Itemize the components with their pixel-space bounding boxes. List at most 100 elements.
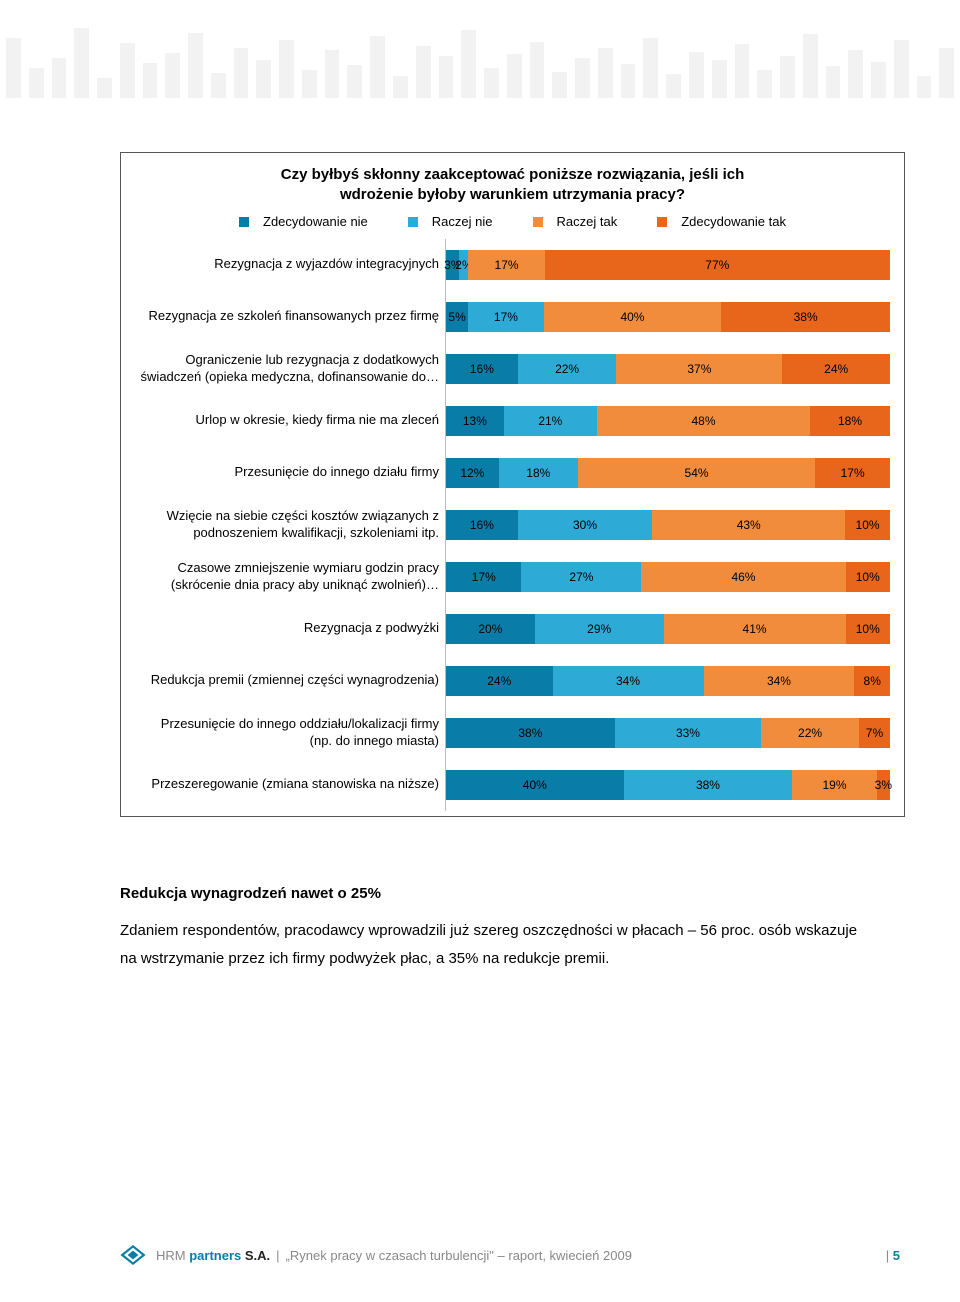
bar-segment: 22% — [518, 354, 617, 384]
stacked-bar: 12%18%54%17% — [446, 458, 890, 488]
chart-row: Przesunięcie do innego działu firmy12%18… — [135, 447, 890, 499]
row-label: Przesunięcie do innego działu firmy — [135, 464, 445, 480]
brand-sa: S.A. — [241, 1248, 270, 1263]
bar-segment: 40% — [446, 770, 624, 800]
bar-segment: 24% — [446, 666, 553, 696]
bar-segment: 46% — [641, 562, 845, 592]
bar-segment: 17% — [815, 458, 890, 488]
bar-area: 40%38%19%3% — [445, 759, 890, 811]
legend-item: Raczej nie — [398, 214, 503, 229]
bar-segment: 48% — [597, 406, 810, 436]
chart-row: Redukcja premii (zmiennej części wynagro… — [135, 655, 890, 707]
bar-segment: 22% — [761, 718, 859, 748]
chart-row: Rezygnacja z wyjazdów integracyjnych3%2%… — [135, 239, 890, 291]
stacked-bar: 17%27%46%10% — [446, 562, 890, 592]
footer-doc-title: „Rynek pracy w czasach turbulencji" – ra… — [286, 1248, 632, 1263]
bar-segment: 20% — [446, 614, 535, 644]
stacked-bar: 20%29%41%10% — [446, 614, 890, 644]
bar-segment: 34% — [704, 666, 855, 696]
stacked-bar: 5%17%40%38% — [446, 302, 890, 332]
bar-segment: 41% — [664, 614, 846, 644]
stacked-bar: 38%33%22%7% — [446, 718, 890, 748]
row-label: Przesunięcie do innego oddziału/lokaliza… — [135, 716, 445, 749]
brand-hrm: HRM — [156, 1248, 189, 1263]
stacked-bar: 3%2%17%77% — [446, 250, 890, 280]
bar-area: 13%21%48%18% — [445, 395, 890, 447]
section-heading: Redukcja wynagrodzeń nawet o 25% — [120, 880, 860, 909]
bar-segment: 40% — [544, 302, 722, 332]
chart-plot: Rezygnacja z wyjazdów integracyjnych3%2%… — [135, 239, 890, 811]
chart-row: Rezygnacja z podwyżki20%29%41%10% — [135, 603, 890, 655]
bar-segment: 10% — [845, 510, 890, 540]
bar-segment: 3% — [877, 770, 890, 800]
bar-area: 3%2%17%77% — [445, 239, 890, 291]
bar-segment: 12% — [446, 458, 499, 488]
bar-segment: 38% — [721, 302, 890, 332]
bar-segment: 29% — [535, 614, 664, 644]
page-footer: HRM partners S.A. | „Rynek pracy w czasa… — [120, 1244, 900, 1266]
bar-segment: 38% — [624, 770, 793, 800]
bar-segment: 16% — [446, 354, 518, 384]
bar-segment: 7% — [859, 718, 890, 748]
footer-brand: HRM partners S.A. — [156, 1248, 270, 1263]
bar-segment: 2% — [459, 250, 468, 280]
legend-swatch — [657, 217, 667, 227]
footer-page: | 5 — [886, 1248, 900, 1263]
bar-segment: 30% — [518, 510, 653, 540]
section-paragraph: Zdaniem respondentów, pracodawcy wprowad… — [120, 917, 860, 974]
bar-area: 5%17%40%38% — [445, 291, 890, 343]
chart-row: Czasowe zmniejszenie wymiaru godzin prac… — [135, 551, 890, 603]
bar-area: 16%30%43%10% — [445, 499, 890, 551]
row-label: Rezygnacja z wyjazdów integracyjnych — [135, 256, 445, 272]
bar-area: 24%34%34%8% — [445, 655, 890, 707]
row-label: Wzięcie na siebie części kosztów związan… — [135, 508, 445, 541]
brand-partners: partners — [189, 1248, 241, 1263]
bar-segment: 17% — [468, 250, 544, 280]
stacked-bar: 16%30%43%10% — [446, 510, 890, 540]
bar-segment: 38% — [446, 718, 615, 748]
bar-segment: 43% — [652, 510, 845, 540]
header-decoration — [0, 0, 960, 98]
bar-area: 17%27%46%10% — [445, 551, 890, 603]
bar-area: 20%29%41%10% — [445, 603, 890, 655]
bar-segment: 13% — [446, 406, 504, 436]
chart-row: Urlop w okresie, kiedy firma nie ma zlec… — [135, 395, 890, 447]
bar-segment: 54% — [578, 458, 815, 488]
chart-row: Ograniczenie lub rezygnacja z dodatkowyc… — [135, 343, 890, 395]
row-label: Redukcja premii (zmiennej części wynagro… — [135, 672, 445, 688]
row-label: Urlop w okresie, kiedy firma nie ma zlec… — [135, 412, 445, 428]
bar-segment: 17% — [446, 562, 521, 592]
bar-segment: 33% — [615, 718, 762, 748]
bar-segment: 5% — [446, 302, 468, 332]
bar-segment: 18% — [499, 458, 578, 488]
legend-swatch — [533, 217, 543, 227]
bar-segment: 18% — [810, 406, 890, 436]
chart-row: Rezygnacja ze szkoleń finansowanych prze… — [135, 291, 890, 343]
bar-segment: 24% — [782, 354, 890, 384]
row-label: Ograniczenie lub rezygnacja z dodatkowyc… — [135, 352, 445, 385]
bar-segment: 10% — [846, 562, 890, 592]
bar-area: 12%18%54%17% — [445, 447, 890, 499]
legend-label: Zdecydowanie nie — [263, 214, 368, 229]
legend-label: Raczej nie — [432, 214, 493, 229]
legend-item: Zdecydowanie nie — [229, 214, 378, 229]
chart-title: Czy byłbyś skłonny zaakceptować poniższe… — [175, 165, 850, 206]
chart-legend: Zdecydowanie nieRaczej nieRaczej takZdec… — [135, 214, 890, 229]
legend-item: Zdecydowanie tak — [647, 214, 796, 229]
row-label: Czasowe zmniejszenie wymiaru godzin prac… — [135, 560, 445, 593]
page-number: 5 — [893, 1248, 900, 1263]
legend-label: Zdecydowanie tak — [681, 214, 786, 229]
bar-area: 38%33%22%7% — [445, 707, 890, 759]
chart-row: Przesunięcie do innego oddziału/lokaliza… — [135, 707, 890, 759]
bar-segment: 19% — [792, 770, 876, 800]
row-label: Przeszeregowanie (zmiana stanowiska na n… — [135, 776, 445, 792]
bar-segment: 21% — [504, 406, 597, 436]
bar-segment: 37% — [616, 354, 782, 384]
bar-segment: 10% — [846, 614, 890, 644]
chart-title-line1: Czy byłbyś skłonny zaakceptować poniższe… — [281, 166, 745, 183]
row-label: Rezygnacja z podwyżki — [135, 620, 445, 636]
stacked-bar: 40%38%19%3% — [446, 770, 890, 800]
chart-row: Wzięcie na siebie części kosztów związan… — [135, 499, 890, 551]
stacked-bar: 24%34%34%8% — [446, 666, 890, 696]
bar-segment: 27% — [521, 562, 641, 592]
